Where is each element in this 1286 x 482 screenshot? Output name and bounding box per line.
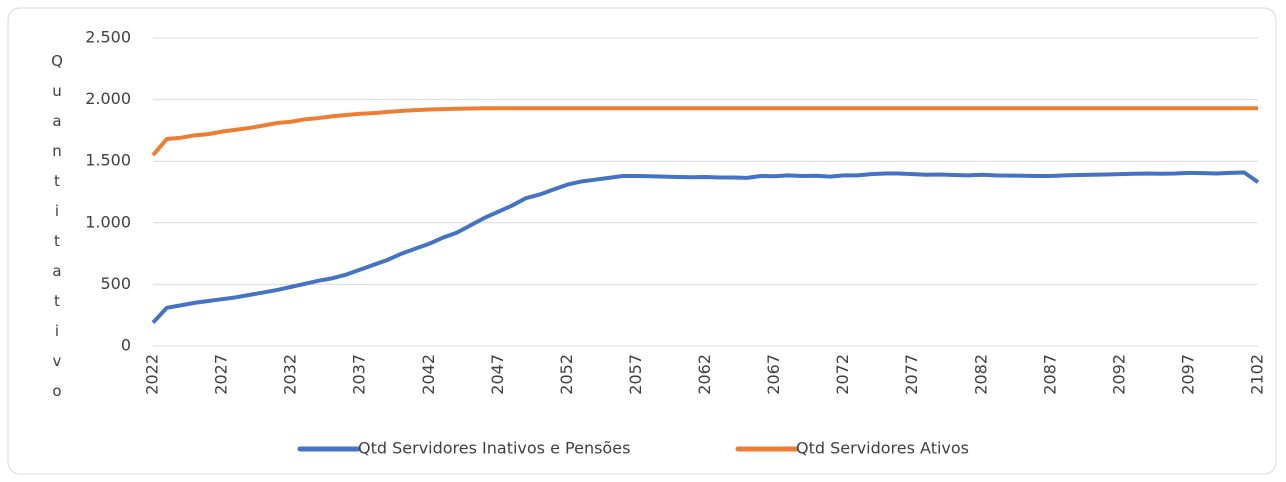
- y-axis-label: Quantitativo: [48, 52, 66, 412]
- series-line: [151, 106, 1258, 157]
- x-tick-label: 2077: [902, 354, 921, 395]
- y-tick-label: 500: [100, 274, 131, 293]
- x-tick-label: 2087: [1040, 354, 1059, 395]
- x-tick-label: 2082: [971, 354, 990, 395]
- x-tick-label: 2092: [1109, 354, 1128, 395]
- x-tick-label: 2062: [695, 354, 714, 395]
- chart-border: [7, 7, 1277, 475]
- y-tick-label: 2.500: [85, 28, 131, 47]
- x-tick-label: 2067: [764, 354, 783, 395]
- legend-label: Qtd Servidores Ativos: [796, 439, 969, 458]
- x-tick-label: 2042: [419, 354, 438, 395]
- x-tick-label: 2032: [281, 354, 300, 395]
- x-tick-label: 2072: [833, 354, 852, 395]
- series-line: [151, 170, 1260, 324]
- x-tick-label: 2037: [350, 354, 369, 395]
- x-tick-label: 2057: [626, 354, 645, 395]
- x-tick-label: 2097: [1178, 354, 1197, 395]
- x-tick-label: 2052: [557, 354, 576, 395]
- x-tick-label: 2027: [212, 354, 231, 395]
- y-tick-label: 1.000: [85, 212, 131, 231]
- x-tick-label: 2047: [488, 354, 507, 395]
- y-tick-label: 2.000: [85, 89, 131, 108]
- x-tick-label: 2102: [1248, 354, 1267, 395]
- x-tick-label: 2022: [143, 354, 162, 395]
- y-tick-label: 0: [121, 336, 131, 355]
- y-tick-label: 1.500: [85, 151, 131, 170]
- legend-label: Qtd Servidores Inativos e Pensões: [358, 439, 630, 458]
